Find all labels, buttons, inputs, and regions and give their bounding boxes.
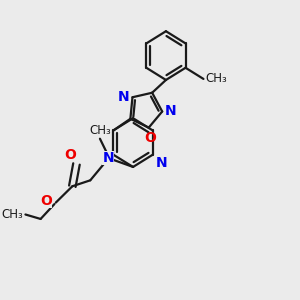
Text: N: N	[165, 104, 177, 118]
Text: N: N	[156, 156, 168, 170]
Text: O: O	[64, 148, 76, 163]
Text: N: N	[118, 90, 130, 104]
Text: CH₃: CH₃	[2, 208, 23, 221]
Text: O: O	[40, 194, 52, 208]
Text: O: O	[144, 131, 156, 145]
Text: CH₃: CH₃	[206, 72, 227, 86]
Text: CH₃: CH₃	[89, 124, 111, 137]
Text: N: N	[102, 151, 114, 165]
